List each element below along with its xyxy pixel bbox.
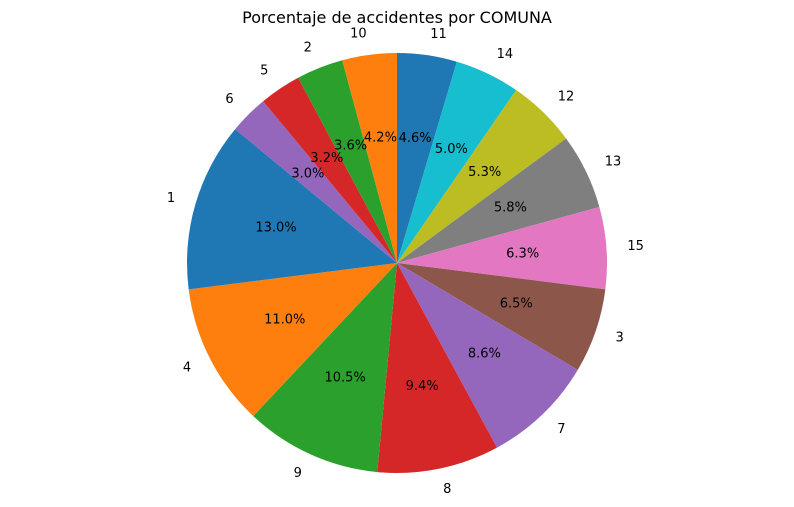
pie-slice-9 xyxy=(253,263,397,473)
category-label-4: 4 xyxy=(183,360,191,375)
category-label-9: 9 xyxy=(294,466,302,481)
category-label-13: 13 xyxy=(605,155,622,170)
category-label-14: 14 xyxy=(497,47,514,62)
pie-slice-3 xyxy=(397,263,606,370)
category-label-11: 11 xyxy=(430,27,447,42)
percent-label-7: 8.6% xyxy=(468,346,501,361)
category-label-8: 8 xyxy=(443,482,451,497)
percent-label-9: 10.5% xyxy=(324,370,365,385)
pie-slice-8 xyxy=(377,263,498,474)
percent-label-14: 5.0% xyxy=(435,142,468,157)
percent-label-11: 4.6% xyxy=(399,131,432,146)
category-label-6: 6 xyxy=(225,92,233,107)
pie-slice-13 xyxy=(397,138,600,263)
percent-label-3: 6.5% xyxy=(500,296,533,311)
category-label-2: 2 xyxy=(304,41,312,56)
category-labels: 11 14 12 13 15 3 7 8 9 4 1 6 5 2 10 xyxy=(167,27,644,497)
percent-label-12: 5.3% xyxy=(468,165,501,180)
category-label-1: 1 xyxy=(167,191,175,206)
pie-slice-15 xyxy=(397,206,607,290)
pie-slice-11 xyxy=(397,53,457,263)
percent-label-13: 5.8% xyxy=(494,200,527,215)
category-label-15: 15 xyxy=(627,239,644,254)
pie-slice-12 xyxy=(397,90,567,263)
percent-labels: 4.6%5.0%5.3% 5.8% 6.3% 6.5% 8.6% 9.4% 10.5% 11.… xyxy=(255,131,539,394)
percent-label-1: 13.0% xyxy=(255,220,296,235)
percent-label-10: 4.2% xyxy=(364,131,397,146)
pie-slice-2 xyxy=(298,60,397,263)
category-label-12: 12 xyxy=(558,90,575,105)
category-label-5: 5 xyxy=(260,64,268,79)
pie-slice-14 xyxy=(397,61,517,264)
category-label-10: 10 xyxy=(350,27,367,42)
chart-title: Porcentaje de accidentes por COMUNA xyxy=(242,8,552,27)
pie-slices xyxy=(187,53,607,474)
percent-label-8: 9.4% xyxy=(406,379,439,394)
category-label-3: 3 xyxy=(616,330,624,345)
category-label-7: 7 xyxy=(557,422,565,437)
percent-label-4: 11.0% xyxy=(264,313,305,328)
percent-label-5: 3.2% xyxy=(310,151,343,166)
pie-slice-10 xyxy=(342,53,397,263)
pie-slice-4 xyxy=(188,263,397,417)
percent-label-15: 6.3% xyxy=(506,246,539,261)
percent-label-6: 3.0% xyxy=(291,166,324,181)
percent-label-2: 3.6% xyxy=(334,138,367,153)
pie-slice-1 xyxy=(187,129,397,290)
pie-slice-6 xyxy=(235,101,397,263)
pie-slice-7 xyxy=(397,263,578,448)
pie-slice-5 xyxy=(263,77,397,263)
